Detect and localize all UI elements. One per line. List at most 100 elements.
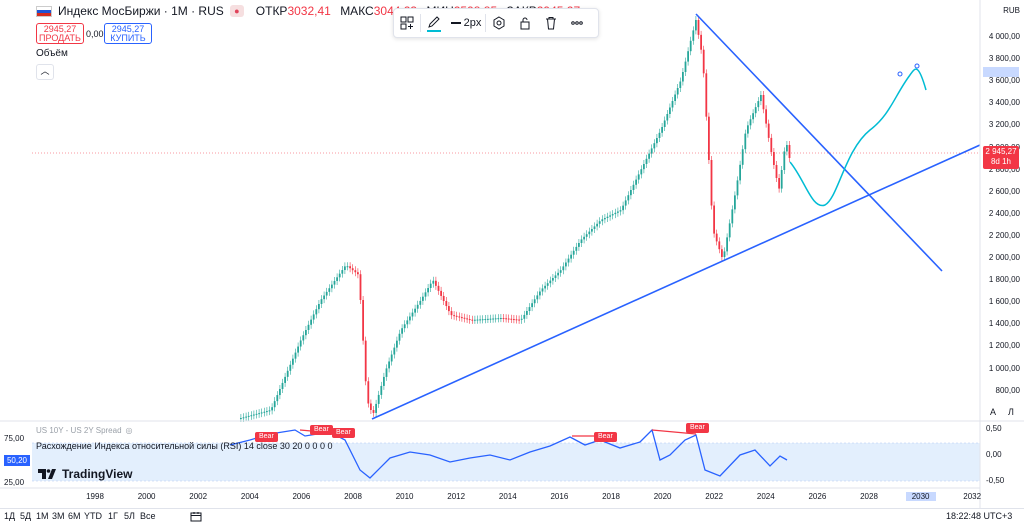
volume-label[interactable]: Объём	[36, 48, 68, 59]
candle-body	[788, 145, 791, 158]
trash-icon[interactable]	[538, 9, 564, 37]
tradingview-logo[interactable]: TradingView	[38, 467, 132, 481]
candle-body	[783, 151, 786, 170]
candle-body	[416, 304, 419, 309]
candle-body	[570, 254, 572, 259]
candle-body	[656, 138, 658, 144]
candle-body	[635, 179, 637, 185]
spread-overlay-label[interactable]: US 10Y - US 2Y Spread ◎	[36, 426, 133, 435]
range-button[interactable]: 5Л	[124, 511, 135, 521]
candle-body	[757, 101, 760, 108]
range-button[interactable]: 6М	[68, 511, 81, 521]
candle-body	[370, 403, 372, 410]
candle-body	[312, 314, 315, 320]
market-closed-icon[interactable]: ●	[229, 5, 244, 17]
candle-body	[323, 295, 325, 300]
range-button[interactable]: Все	[140, 511, 156, 521]
range-button[interactable]: YTD	[84, 511, 102, 521]
settings-icon[interactable]	[486, 9, 512, 37]
candle-body	[541, 288, 544, 292]
price-highlight	[983, 67, 1019, 77]
spread-value: 0,00	[86, 29, 104, 39]
bear-label: Bear	[686, 423, 709, 433]
candle-body	[552, 278, 554, 281]
eye-icon[interactable]: ◎	[125, 426, 133, 435]
candle-body	[497, 318, 500, 320]
candle-body	[351, 268, 354, 271]
range-button[interactable]: 1Г	[108, 511, 118, 521]
date-range-icon[interactable]	[190, 511, 202, 524]
candle-body	[700, 34, 702, 50]
candle-body	[437, 285, 440, 291]
more-icon[interactable]	[564, 9, 590, 37]
candle-body	[305, 330, 307, 336]
candle-body	[520, 318, 523, 320]
candle-body	[775, 165, 778, 178]
candle-body	[362, 300, 364, 341]
candle-body	[539, 291, 541, 296]
candle-body	[357, 272, 359, 275]
candle-body	[429, 283, 432, 288]
candle-body	[741, 149, 744, 165]
candle-body	[380, 385, 383, 395]
candle-body	[671, 101, 674, 108]
lock-icon[interactable]	[512, 9, 538, 37]
candle-body	[422, 296, 424, 301]
time-axis-label: 2018	[602, 492, 620, 501]
log-scale-button[interactable]: Л	[1008, 407, 1014, 417]
bear-label: Bear	[255, 432, 278, 442]
tradingview-text: TradingView	[62, 467, 133, 481]
candle-body	[713, 205, 715, 234]
buy-button[interactable]: 2945,27 КУПИТЬ	[104, 23, 152, 44]
drawing-toolbar: 2px	[393, 8, 599, 38]
sell-button[interactable]: 2945,27 ПРОДАТЬ	[36, 23, 84, 44]
time-axis-label: 2032	[963, 492, 982, 501]
candle-body	[333, 280, 336, 285]
line-width-selector[interactable]: 2px	[447, 9, 485, 37]
candle-body	[505, 318, 507, 320]
symbol-title[interactable]: Индекс МосБиржи · 1М · RUS	[58, 4, 224, 18]
auto-scale-button[interactable]: А	[989, 407, 996, 417]
candle-body	[585, 234, 588, 237]
candle-body	[442, 295, 445, 301]
candle-body	[596, 223, 598, 227]
candle-body	[289, 364, 292, 371]
pencil-icon[interactable]	[421, 9, 447, 37]
group-icon[interactable]	[394, 9, 420, 37]
candle-body	[715, 233, 718, 242]
candle-body	[518, 319, 520, 321]
candle-body	[268, 410, 271, 412]
candle-body	[697, 20, 700, 35]
time-axis-label: 2008	[344, 492, 362, 501]
range-button[interactable]: 1Д	[4, 511, 16, 521]
projection-path	[789, 68, 927, 207]
range-button[interactable]: 5Д	[20, 511, 32, 521]
rsi-title[interactable]: Расхождение Индекса относительной силы (…	[36, 441, 333, 451]
sell-price: 2945,27	[43, 24, 77, 34]
candle-body	[260, 412, 263, 414]
candle-body	[557, 272, 559, 276]
candle-body	[393, 347, 396, 355]
time-axis-label: 2000	[137, 492, 156, 501]
candle-body	[297, 346, 299, 353]
currency-label[interactable]: RUB	[1003, 6, 1020, 15]
clock[interactable]: 18:22:48 UTC+3	[946, 511, 1013, 521]
candle-body	[593, 226, 596, 229]
range-button[interactable]: 3М	[52, 511, 65, 521]
candle-body	[440, 290, 442, 296]
candle-body	[432, 280, 435, 284]
resistance-trendline	[695, 13, 943, 272]
time-axis-label: 2020	[653, 492, 672, 501]
candle-body	[643, 164, 645, 170]
candle-body	[315, 309, 318, 315]
range-button[interactable]: 1М	[36, 511, 49, 521]
candle-body	[398, 333, 401, 341]
bear-label: Bear	[310, 425, 333, 435]
candle-body	[435, 280, 437, 286]
candle-body	[354, 270, 357, 273]
candle-body	[341, 270, 344, 274]
candle-body	[331, 284, 333, 289]
chevron-up-icon[interactable]: ︿	[36, 64, 54, 80]
candle-body	[419, 300, 422, 305]
